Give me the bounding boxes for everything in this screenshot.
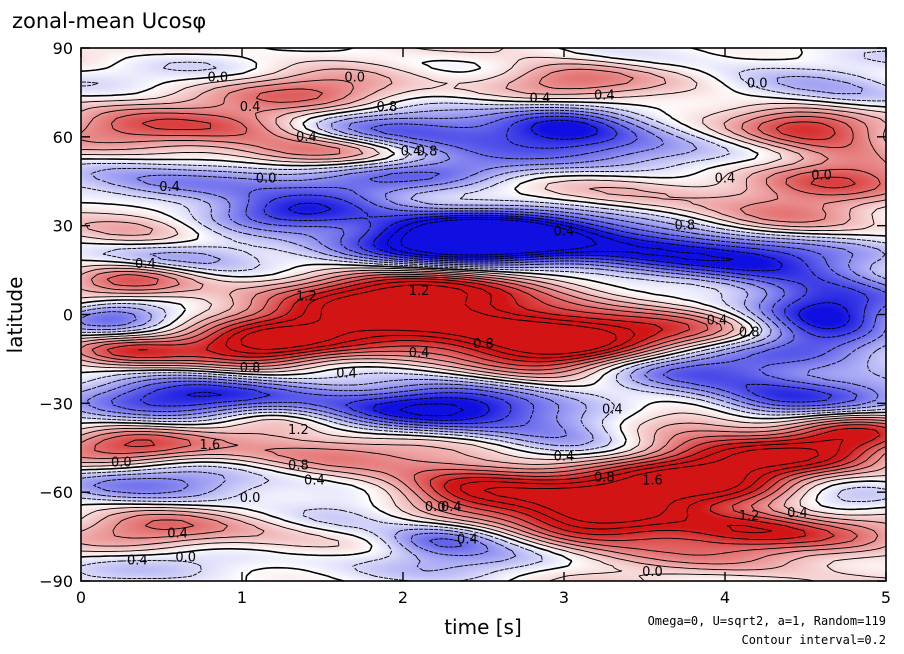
contour-label: 0.4 [135,257,156,272]
contour-label: 0.8 [288,459,309,474]
contour-label: 1.2 [409,284,430,299]
contour-label: 0.4 [594,88,615,103]
contour-level-6 [81,76,886,572]
contour-label: 1.6 [642,473,663,488]
y-tick-label: 0 [63,306,73,325]
y-tick-label: 30 [53,217,73,236]
contour-label: 0.0 [344,71,365,86]
contour-level-3 [140,115,869,425]
contour-label: 0.4 [401,145,422,160]
x-tick-label: 5 [881,588,891,607]
contour-label: 0.8 [377,100,398,115]
contour-level-12 [91,88,886,556]
contour-label: 0.4 [127,553,148,568]
contour-level-10 [81,63,886,571]
y-tick-label: 90 [53,39,73,58]
contour-level-2 [185,119,850,421]
parameters-note: Omega=0, U=sqrt2, a=1, Random=119 [648,614,886,628]
y-tick-label: −60 [39,483,73,502]
contour-label: 0.4 [409,346,430,361]
contour-label: 0.4 [602,402,623,417]
x-axis: 0 1 2 3 4 5 [76,48,891,607]
x-tick-label: 1 [237,588,247,607]
x-tick-label: 3 [559,588,569,607]
y-axis: 90 60 30 0 −30 −60 −90 [39,39,886,591]
contour-label: 1.2 [288,423,309,438]
contour-level-4 [111,112,886,548]
contour-label: 0.4 [457,533,478,548]
contour-label: 0.0 [811,168,832,183]
contour-level-16 [240,284,820,524]
contour-label: 0.8 [417,145,438,160]
contour-label: 0.8 [473,337,494,352]
contour-label: 0.0 [256,171,277,186]
contour-level-15 [225,281,844,534]
contour-label: 0.0 [747,77,768,92]
y-tick-label: −90 [39,572,73,591]
contour-label: 1.2 [739,509,760,524]
contour-label: 1.2 [296,290,317,305]
contour-label: 0.0 [175,550,196,565]
contour-label: 0.4 [530,91,551,106]
contour-label: 0.8 [739,325,760,340]
contour-level-7 [81,50,886,581]
contour-label: 0.0 [240,491,261,506]
contour-label: 0.4 [787,506,808,521]
contour-label: 0.0 [642,565,663,580]
contour-label: 0.4 [554,225,575,240]
contour-label: 0.4 [240,100,261,115]
x-tick-label: 2 [398,588,408,607]
contour-label: 0.4 [304,473,325,488]
contour-level-14 [138,278,881,541]
contour-label: 0.0 [425,500,446,515]
contour-label: 0.4 [441,500,462,515]
contour-label: 0.4 [296,130,317,145]
contour-label: 0.8 [674,219,695,234]
contour-label: 1.6 [199,438,220,453]
contour-label: 0.4 [159,180,180,195]
contour-label: 0.0 [207,71,228,86]
y-tick-label: −30 [39,394,73,413]
contour-lines [81,48,886,581]
x-axis-label: time [s] [444,615,522,639]
contour-label: 0.0 [111,456,132,471]
contour-label: 0.4 [707,313,728,328]
contour-label: 0.8 [240,361,261,376]
contour-interval-note: Contour interval=0.2 [742,633,887,647]
contour-labels: 0.00.40.00.80.4 0.40.00.40.40.80.40.0 0.4 0… [111,71,832,580]
contour-level-1 [386,216,734,417]
x-tick-label: 4 [720,588,730,607]
contour-label: 0.4 [554,450,575,465]
contour-level-0 [400,218,597,256]
contour-level-11 [81,68,886,565]
chart-title: zonal-mean Ucosφ [12,9,206,33]
contour-label: 0.4 [167,527,188,542]
contour-level-5 [81,109,886,557]
x-tick-label: 0 [76,588,86,607]
y-axis-label: latitude [3,277,27,354]
contour-label: 0.4 [715,171,736,186]
contour-label: 0.4 [336,367,357,382]
contour-level-13 [106,118,886,545]
y-tick-label: 60 [53,128,73,147]
contour-label: 0.8 [594,470,615,485]
